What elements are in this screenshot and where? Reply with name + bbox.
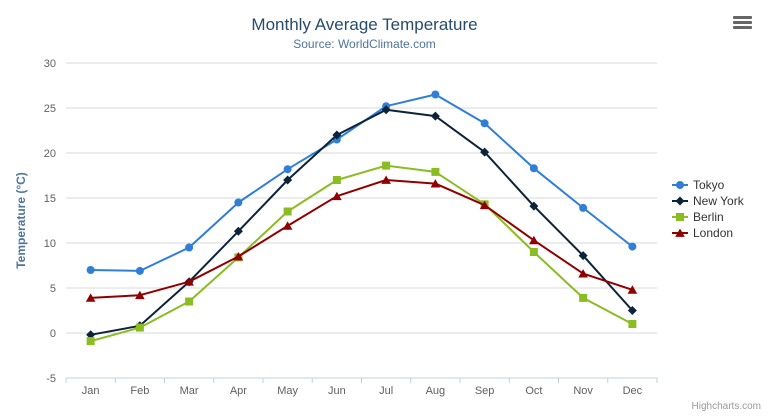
y-tick-label: 0 xyxy=(50,328,56,340)
y-tick-label: -5 xyxy=(46,373,56,385)
data-point-berlin xyxy=(382,161,391,170)
data-point-new-york xyxy=(332,130,342,140)
x-axis: Jan Feb Mar Apr May Jun Jul Aug Sep Oct Nov Dec xyxy=(65,377,658,397)
data-point-tokyo xyxy=(480,119,489,128)
x-tick-label: Sep xyxy=(475,385,495,397)
y-tick-label: 25 xyxy=(44,103,56,115)
data-point-london xyxy=(233,252,244,261)
data-point-london xyxy=(85,293,96,302)
data-point-berlin xyxy=(628,320,637,328)
series-tokyo[interactable] xyxy=(86,90,637,275)
data-point-new-york xyxy=(233,226,243,236)
data-point-london xyxy=(282,221,293,230)
legend-item-tokyo[interactable]: Tokyo xyxy=(672,177,744,193)
data-point-london xyxy=(184,277,194,286)
data-point-london xyxy=(529,235,539,245)
data-point-tokyo xyxy=(628,242,637,251)
y-axis-title: Temperature (°C) xyxy=(14,172,28,269)
legend-label: Tokyo xyxy=(693,178,725,192)
data-point-berlin xyxy=(135,323,144,332)
y-tick-label: 10 xyxy=(44,238,56,250)
legend-label: London xyxy=(693,226,734,240)
legend-marker-berlin xyxy=(672,213,688,221)
data-point-berlin xyxy=(86,337,95,346)
data-point-new-york xyxy=(381,105,391,115)
hamburger-bar xyxy=(733,26,752,29)
data-point-london xyxy=(479,200,490,210)
data-point-tokyo xyxy=(431,90,440,99)
legend-marker-new-york xyxy=(672,196,688,206)
hamburger-bar xyxy=(733,16,752,19)
x-tick-label: Jan xyxy=(82,385,100,397)
data-point-london xyxy=(430,179,441,188)
data-point-new-york xyxy=(578,251,588,261)
data-point-berlin xyxy=(332,176,341,184)
data-point-tokyo xyxy=(135,266,144,275)
x-tick-label: Dec xyxy=(623,385,643,397)
data-point-new-york xyxy=(529,201,539,211)
x-tick-label: Jun xyxy=(328,385,346,397)
y-tick-label: 15 xyxy=(44,193,56,205)
data-point-berlin xyxy=(283,207,292,216)
legend: Tokyo New York Berlin London xyxy=(672,177,744,241)
x-tick-label: Feb xyxy=(130,385,149,397)
data-point-london xyxy=(332,191,342,201)
series-london[interactable] xyxy=(85,175,638,302)
legend-item-london[interactable]: London xyxy=(672,225,744,241)
legend-label: New York xyxy=(693,194,744,208)
data-point-new-york xyxy=(283,175,293,185)
series-new-york[interactable] xyxy=(86,105,637,340)
legend-item-berlin[interactable]: Berlin xyxy=(672,209,744,225)
data-point-london xyxy=(627,285,638,294)
data-point-london xyxy=(578,269,588,278)
chart-subtitle: Source: WorldClimate.com xyxy=(293,37,436,51)
legend-marker-tokyo xyxy=(672,181,688,189)
legend-marker-london xyxy=(672,228,688,237)
legend-label: Berlin xyxy=(693,210,724,224)
data-point-tokyo xyxy=(283,165,292,174)
y-gridlines: -5 0 5 10 15 20 25 30 xyxy=(44,58,657,385)
data-point-tokyo xyxy=(234,198,243,207)
data-point-tokyo xyxy=(86,266,95,274)
chart-title: Monthly Average Temperature xyxy=(251,15,478,34)
x-tick-label: Aug xyxy=(426,385,446,397)
data-point-london xyxy=(135,290,145,300)
data-point-new-york xyxy=(430,111,440,121)
data-point-berlin xyxy=(431,167,440,176)
highcharts-credit-link[interactable]: Highcharts.com xyxy=(691,401,761,412)
data-point-new-york xyxy=(86,330,96,340)
x-tick-label: Oct xyxy=(525,385,542,397)
data-point-berlin xyxy=(185,297,194,306)
data-point-berlin xyxy=(579,293,588,302)
y-tick-label: 20 xyxy=(44,148,56,160)
data-point-london xyxy=(381,175,391,184)
data-point-new-york xyxy=(480,147,490,157)
data-point-tokyo xyxy=(529,164,538,173)
x-tick-label: Jul xyxy=(379,385,393,397)
x-tick-label: Apr xyxy=(230,385,247,397)
legend-item-new-york[interactable]: New York xyxy=(672,193,744,209)
x-tick-label: Nov xyxy=(573,385,593,397)
x-tick-label: Mar xyxy=(180,385,199,397)
y-tick-label: 30 xyxy=(44,58,56,70)
hamburger-bar xyxy=(733,21,752,24)
y-tick-label: 5 xyxy=(50,283,56,295)
data-point-berlin xyxy=(529,248,538,256)
data-point-tokyo xyxy=(579,203,588,212)
context-menu-icon[interactable] xyxy=(733,16,752,29)
x-tick-label: May xyxy=(277,385,298,397)
data-point-tokyo xyxy=(185,243,194,252)
data-point-new-york xyxy=(627,306,637,315)
